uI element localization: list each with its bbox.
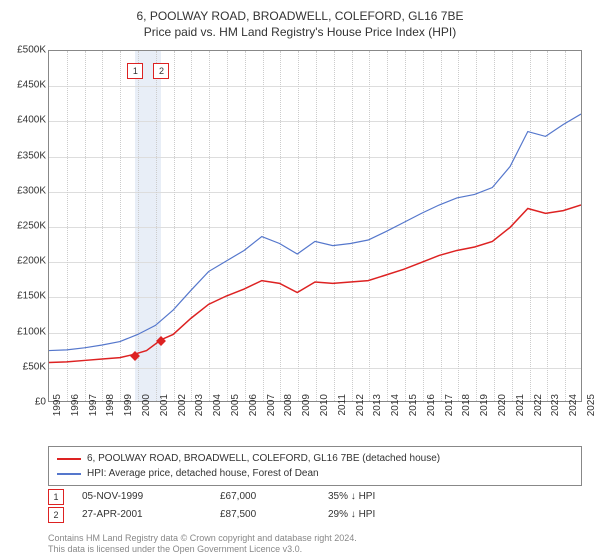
chart-container: 6, POOLWAY ROAD, BROADWELL, COLEFORD, GL… bbox=[0, 0, 600, 560]
x-tick-label: 2012 bbox=[355, 394, 366, 416]
series-line-property_price bbox=[49, 205, 581, 362]
sale-points-table: 1 05-NOV-1999 £67,000 35% ↓ HPI 2 27-APR-2001… bbox=[48, 488, 582, 524]
footnote: Contains HM Land Registry data © Crown c… bbox=[48, 533, 357, 556]
x-tick-label: 2022 bbox=[533, 394, 544, 416]
x-tick-label: 2020 bbox=[497, 394, 508, 416]
legend-row-1: 6, POOLWAY ROAD, BROADWELL, COLEFORD, GL… bbox=[57, 451, 573, 466]
sale-date: 05-NOV-1999 bbox=[82, 488, 202, 506]
x-tick-label: 2005 bbox=[230, 394, 241, 416]
legend-label-1: 6, POOLWAY ROAD, BROADWELL, COLEFORD, GL… bbox=[87, 451, 440, 466]
x-tick-label: 2023 bbox=[550, 394, 561, 416]
y-tick-label: £300K bbox=[0, 185, 46, 196]
x-tick-label: 2024 bbox=[568, 394, 579, 416]
sale-badge: 2 bbox=[48, 507, 64, 523]
sale-row: 1 05-NOV-1999 £67,000 35% ↓ HPI bbox=[48, 488, 582, 506]
series-line-hpi_avg bbox=[49, 114, 581, 351]
legend-label-2: HPI: Average price, detached house, Fore… bbox=[87, 466, 319, 481]
x-tick-label: 2019 bbox=[479, 394, 490, 416]
x-tick-label: 2016 bbox=[426, 394, 437, 416]
sale-hpi-diff: 35% ↓ HPI bbox=[328, 488, 418, 506]
x-tick-label: 2001 bbox=[159, 394, 170, 416]
x-tick-label: 2004 bbox=[212, 394, 223, 416]
sale-row: 2 27-APR-2001 £87,500 29% ↓ HPI bbox=[48, 506, 582, 524]
x-tick-label: 2000 bbox=[141, 394, 152, 416]
x-tick-label: 2014 bbox=[390, 394, 401, 416]
x-tick-label: 1995 bbox=[52, 394, 63, 416]
y-tick-label: £200K bbox=[0, 256, 46, 267]
x-tick-label: 2025 bbox=[586, 394, 597, 416]
y-tick-label: £400K bbox=[0, 115, 46, 126]
chart-subtitle: Price paid vs. HM Land Registry's House … bbox=[0, 25, 600, 39]
y-tick-label: £50K bbox=[0, 361, 46, 372]
x-tick-label: 2007 bbox=[266, 394, 277, 416]
point-label-badge: 2 bbox=[153, 63, 169, 79]
legend: 6, POOLWAY ROAD, BROADWELL, COLEFORD, GL… bbox=[48, 446, 582, 486]
y-tick-label: £500K bbox=[0, 45, 46, 56]
x-tick-label: 2013 bbox=[372, 394, 383, 416]
y-tick-label: £0 bbox=[0, 397, 46, 408]
x-tick-label: 2009 bbox=[301, 394, 312, 416]
x-tick-label: 2006 bbox=[248, 394, 259, 416]
sale-price: £87,500 bbox=[220, 506, 310, 524]
legend-row-2: HPI: Average price, detached house, Fore… bbox=[57, 466, 573, 481]
y-tick-label: £150K bbox=[0, 291, 46, 302]
x-tick-label: 1997 bbox=[88, 394, 99, 416]
x-tick-label: 2021 bbox=[515, 394, 526, 416]
sale-badge: 1 bbox=[48, 489, 64, 505]
footnote-line-2: This data is licensed under the Open Gov… bbox=[48, 544, 357, 556]
legend-swatch-2 bbox=[57, 473, 81, 475]
x-tick-label: 2018 bbox=[461, 394, 472, 416]
x-tick-label: 2017 bbox=[444, 394, 455, 416]
plot-area: 12 1995199619971998199920002001200220032… bbox=[48, 50, 582, 402]
x-tick-label: 1998 bbox=[105, 394, 116, 416]
sale-price: £67,000 bbox=[220, 488, 310, 506]
y-tick-label: £250K bbox=[0, 221, 46, 232]
x-tick-label: 2003 bbox=[194, 394, 205, 416]
point-label-badge: 1 bbox=[127, 63, 143, 79]
y-tick-label: £450K bbox=[0, 80, 46, 91]
x-tick-label: 2011 bbox=[337, 394, 348, 416]
footnote-line-1: Contains HM Land Registry data © Crown c… bbox=[48, 533, 357, 545]
y-tick-label: £350K bbox=[0, 150, 46, 161]
sale-date: 27-APR-2001 bbox=[82, 506, 202, 524]
x-tick-label: 1996 bbox=[70, 394, 81, 416]
y-tick-label: £100K bbox=[0, 326, 46, 337]
x-tick-label: 2010 bbox=[319, 394, 330, 416]
x-tick-label: 2008 bbox=[283, 394, 294, 416]
x-tick-label: 2015 bbox=[408, 394, 419, 416]
sale-hpi-diff: 29% ↓ HPI bbox=[328, 506, 418, 524]
line-series-svg bbox=[49, 51, 581, 401]
x-tick-label: 2002 bbox=[177, 394, 188, 416]
legend-swatch-1 bbox=[57, 458, 81, 460]
x-tick-label: 1999 bbox=[123, 394, 134, 416]
chart-title: 6, POOLWAY ROAD, BROADWELL, COLEFORD, GL… bbox=[0, 0, 600, 25]
